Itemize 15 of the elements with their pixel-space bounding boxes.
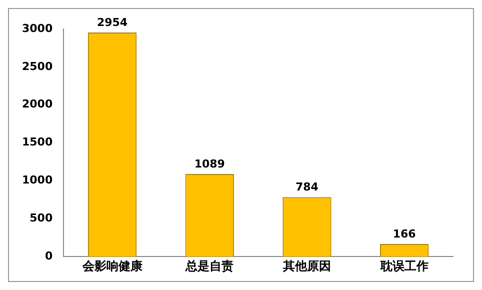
x-tick-label: 会影响健康	[81, 258, 144, 273]
x-tick-label: 总是自责	[184, 258, 234, 273]
y-tick-label: 2500	[22, 60, 53, 73]
y-tick-label: 3000	[22, 22, 53, 35]
data-label: 784	[295, 180, 319, 194]
data-label: 1089	[194, 157, 225, 170]
y-tick-label: 1000	[22, 174, 53, 187]
y-tick-label: 2000	[22, 98, 53, 111]
data-label: 2954	[96, 16, 128, 29]
y-tick-label: 1500	[22, 136, 53, 149]
data-label: 166	[392, 227, 416, 240]
x-tick-label: 耽误工作	[379, 258, 428, 273]
y-tick-label: 0	[44, 249, 53, 262]
y-tick-label: 500	[30, 212, 53, 225]
x-tick-label: 其他原因	[282, 258, 331, 273]
